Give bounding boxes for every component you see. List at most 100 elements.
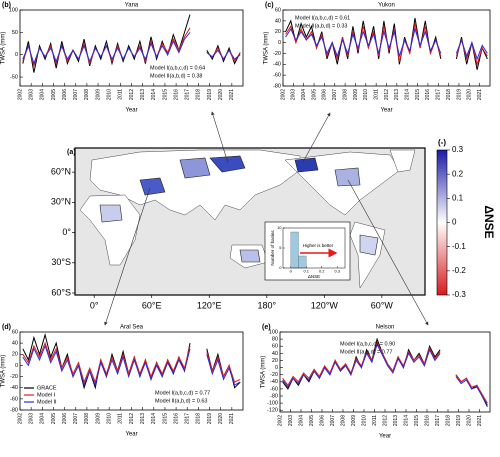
y-tick-label: 0 (278, 40, 281, 46)
y-tick-label: -40 (273, 62, 281, 68)
x-tick-label: 2020 (466, 415, 472, 426)
y-tick-label: 30°S (51, 257, 71, 267)
x-tick-label: 2004 (40, 89, 46, 100)
colorbar-tick-label: 0.2 (452, 169, 464, 178)
x-tick-label: 2009 (351, 415, 357, 426)
chart-title: Aral Sea (120, 325, 144, 331)
x-tick-label: 60°W (371, 300, 394, 310)
y-tick-label: 100 (9, 7, 18, 13)
y-axis-label: TWSA (mm) (1, 355, 7, 388)
y-tick-label: 60 (275, 7, 281, 13)
x-tick-label: 2011 (118, 413, 124, 424)
chart-title: Yukon (378, 3, 395, 9)
y-tick-label: 10 (277, 225, 282, 230)
panel-label: (e) (262, 324, 271, 331)
y-tick-label: -60 (273, 73, 281, 79)
x-axis-label: Year (379, 434, 391, 440)
panel-label: (c) (265, 2, 274, 9)
x-axis-label: ΔNSE (308, 274, 320, 279)
y-tick-label: 60°N (51, 167, 71, 177)
x-tick-label: 2017 (185, 413, 191, 424)
y-tick-label: 0 (279, 265, 282, 270)
annotation: Model I(a,b,c,d) = 0.77 (155, 390, 210, 396)
legend-label: GRACE (37, 385, 57, 391)
x-tick-label: 2007 (73, 413, 79, 424)
y-tick-label: -60 (270, 386, 278, 392)
x-tick-label: 2016 (424, 415, 430, 426)
x-tick-label: 2005 (51, 89, 57, 100)
y-tick-label: -120 (267, 408, 278, 414)
x-tick-label: 2005 (309, 415, 315, 426)
x-tick-label: 0.2 (319, 269, 325, 274)
y-axis-label: TWSA (mm) (261, 356, 267, 389)
x-tick-label: 2008 (340, 415, 346, 426)
plot-frame (282, 227, 346, 269)
x-tick-label: 2012 (384, 89, 390, 100)
x-tick-label: 2020 (218, 413, 224, 424)
x-tick-label: 60°E (142, 300, 162, 310)
colorbar (436, 149, 448, 296)
x-tick-label: 2012 (382, 415, 388, 426)
x-axis-label: Year (380, 108, 392, 114)
x-tick-label: 2002 (17, 413, 23, 424)
x-tick-label: 2009 (353, 89, 359, 100)
annotation: Model II(a,b,d) = 0.38 (150, 73, 202, 79)
annotation: Model II(a,b,d) = 0.77 (340, 349, 392, 355)
plot-frame (279, 331, 491, 413)
panel-label: (d) (2, 324, 11, 331)
y-tick-label: -80 (273, 83, 281, 89)
x-tick-label: 2016 (173, 413, 179, 424)
y-tick-label: 30°N (51, 197, 71, 207)
panel-label: (b) (2, 2, 11, 9)
x-tick-label: 2004 (301, 89, 307, 100)
y-tick-label: -40 (10, 385, 18, 391)
x-tick-label: 120°E (197, 300, 222, 310)
y-tick-label: 0 (275, 365, 278, 371)
x-tick-label: 2020 (467, 89, 473, 100)
series-line (22, 332, 241, 390)
x-tick-label: 2014 (405, 89, 411, 100)
x-tick-label: 2006 (62, 89, 68, 100)
x-tick-label: 2010 (107, 413, 113, 424)
plot-frame (19, 331, 244, 411)
y-tick-label: 20 (12, 352, 18, 358)
x-tick-label: 2008 (84, 413, 90, 424)
y-tick-label: -20 (270, 372, 278, 378)
plot-frame (282, 9, 491, 87)
x-tick-label: 2005 (311, 89, 317, 100)
series-line (282, 341, 488, 404)
x-tick-label: 2012 (129, 413, 135, 424)
colorbar-unit: (-) (438, 138, 446, 147)
y-tick-label: -100 (267, 401, 278, 407)
x-tick-label: 0.1 (303, 269, 309, 274)
x-tick-label: 2019 (456, 415, 462, 426)
colorbar-tick-label: 0.3 (452, 145, 464, 154)
bar (298, 255, 307, 269)
y-tick-label: 40 (275, 18, 281, 24)
map-panel (74, 147, 448, 296)
y-tick-label: 5 (279, 245, 282, 250)
legend-label: Model II (37, 399, 57, 405)
y-tick-label: 0 (15, 52, 18, 58)
x-tick-label: 2013 (394, 89, 400, 100)
x-tick-label: 2005 (51, 413, 57, 424)
x-tick-label: 2010 (361, 415, 367, 426)
y-tick-label: 0 (15, 363, 18, 369)
y-tick-label: 100 (269, 329, 278, 335)
x-tick-label: 2007 (73, 89, 79, 100)
x-tick-label: 2002 (17, 89, 23, 100)
x-tick-label: 2006 (62, 413, 68, 424)
x-tick-label: 180° (257, 300, 276, 310)
y-tick-label: -80 (270, 393, 278, 399)
x-tick-label: 2019 (456, 89, 462, 100)
x-tick-label: 2021 (229, 413, 235, 424)
x-tick-label: 2017 (185, 89, 191, 100)
x-tick-label: 2006 (319, 415, 325, 426)
x-tick-label: 0 (290, 269, 293, 274)
y-tick-label: -50 (10, 75, 18, 81)
x-tick-label: 2007 (330, 415, 336, 426)
annotation: Model I(a,b,c,d) = 0.64 (150, 65, 205, 71)
y-tick-label: 40 (12, 341, 18, 347)
